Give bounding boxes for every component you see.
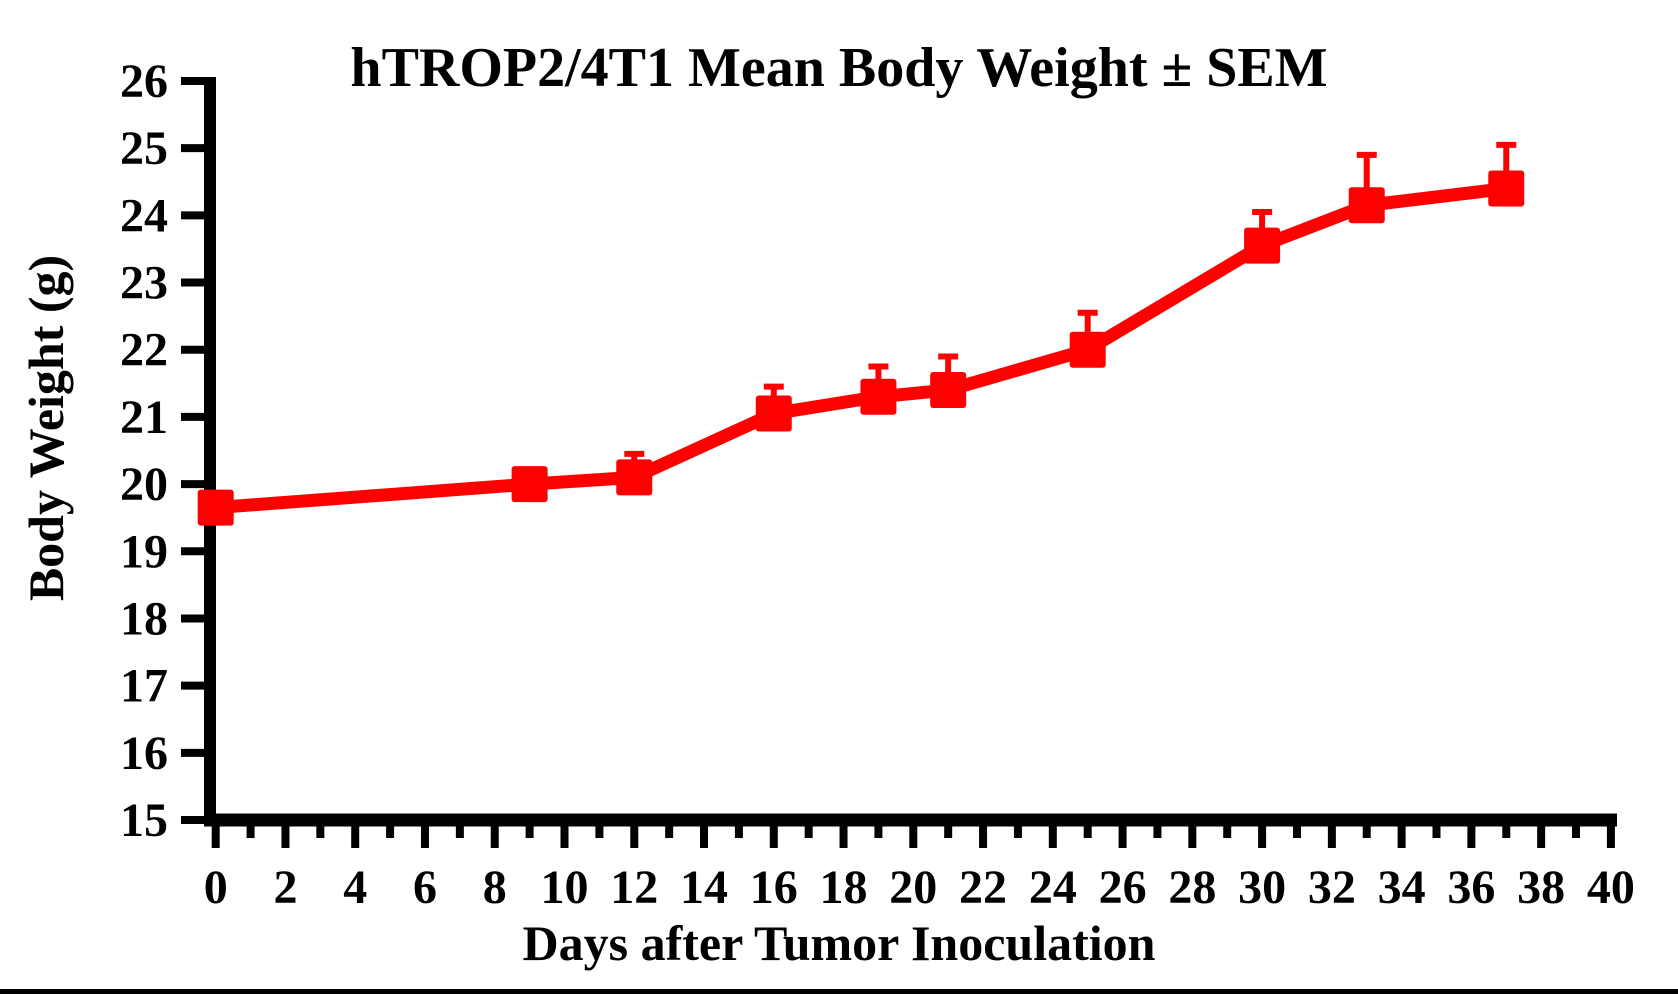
- x-tick-label: 0: [204, 861, 228, 914]
- y-tick-label: 26: [120, 55, 168, 108]
- x-tick-label: 6: [413, 861, 437, 914]
- x-tick-label: 24: [1029, 861, 1077, 914]
- x-tick-label: 22: [959, 861, 1007, 914]
- data-point-marker: [1069, 331, 1106, 368]
- series-hTROP2/4T1: [197, 141, 1525, 526]
- data-point-marker: [197, 489, 234, 526]
- data-point-marker: [511, 466, 548, 503]
- x-tick-label: 4: [343, 861, 367, 914]
- y-tick-label: 18: [120, 592, 168, 645]
- x-tick-label: 40: [1587, 861, 1635, 914]
- y-tick-label: 23: [120, 257, 168, 310]
- y-tick-label: 22: [120, 324, 168, 377]
- y-tick-label: 16: [120, 727, 168, 780]
- series-line: [215, 182, 1508, 515]
- x-tick-label: 10: [541, 861, 589, 914]
- x-tick-label: 38: [1517, 861, 1565, 914]
- x-tick-label: 34: [1378, 861, 1426, 914]
- x-tick-label: 32: [1308, 861, 1356, 914]
- y-tick-label: 15: [120, 794, 168, 847]
- data-point-marker: [616, 459, 653, 496]
- y-tick-label: 19: [120, 525, 168, 578]
- y-tick-label: 17: [120, 660, 168, 713]
- y-tick-label: 21: [120, 391, 168, 444]
- data-point-marker: [1488, 170, 1525, 207]
- x-axis-title: Days after Tumor Inoculation: [522, 915, 1156, 971]
- data-point-marker: [930, 372, 967, 409]
- x-tick-label: 30: [1238, 861, 1286, 914]
- x-tick-label: 26: [1099, 861, 1147, 914]
- x-tick-label: 36: [1447, 861, 1495, 914]
- y-tick-label: 25: [120, 122, 168, 175]
- x-tick-label: 2: [273, 861, 297, 914]
- data-point-marker: [755, 395, 792, 432]
- x-tick-label: 8: [483, 861, 507, 914]
- bottom-border-bar: [0, 989, 1678, 994]
- x-tick-label: 16: [750, 861, 798, 914]
- y-tick-label: 20: [120, 458, 168, 511]
- chart-title: hTROP2/4T1 Mean Body Weight ± SEM: [350, 37, 1328, 99]
- x-tick-label: 12: [610, 861, 658, 914]
- y-tick-label: 24: [120, 189, 168, 242]
- x-tick-label: 20: [889, 861, 937, 914]
- x-tick-label: 28: [1168, 861, 1216, 914]
- data-point-marker: [1348, 187, 1385, 224]
- x-tick-label: 14: [680, 861, 728, 914]
- data-point-marker: [1244, 227, 1281, 264]
- data-point-marker: [860, 378, 897, 415]
- x-tick-label: 18: [820, 861, 868, 914]
